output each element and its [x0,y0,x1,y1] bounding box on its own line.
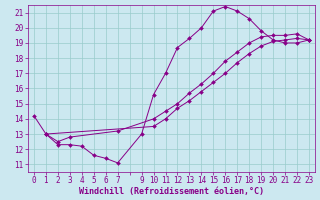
X-axis label: Windchill (Refroidissement éolien,°C): Windchill (Refroidissement éolien,°C) [79,187,264,196]
